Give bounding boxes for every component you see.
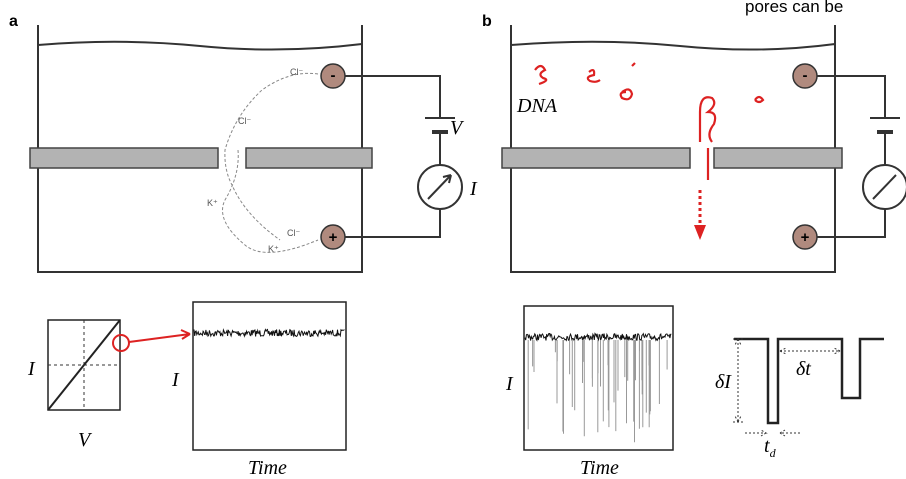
panel-label: a (9, 13, 18, 30)
electrode-sign: + (801, 229, 810, 246)
event-schematic (734, 339, 884, 423)
ion: Cl⁻ (238, 116, 251, 126)
dwell-label: td (764, 435, 777, 460)
trace-y-label: I (171, 369, 180, 391)
current-label: I (469, 178, 478, 200)
header-fragment: pores can be (745, 0, 843, 16)
ion: Cl⁻ (287, 228, 300, 238)
trace-y-label: I (505, 373, 514, 395)
iv-x-label: V (78, 429, 93, 451)
membrane (502, 148, 690, 168)
electrode-sign: - (331, 67, 336, 84)
membrane (246, 148, 372, 168)
membrane (30, 148, 218, 168)
dwell-arrows (745, 430, 800, 436)
membrane (714, 148, 842, 168)
depth-label: δI (715, 371, 732, 393)
trace-x-label: Time (580, 457, 619, 479)
ion: K⁺ (268, 244, 279, 254)
molecule-label: DNA (516, 95, 558, 117)
ion: K⁺ (207, 198, 218, 208)
interval-label: δt (796, 358, 811, 380)
trace-plot (193, 302, 346, 450)
iv-y-label: I (27, 358, 36, 380)
ion: Cl⁻ (290, 67, 303, 77)
electrode-sign: - (803, 67, 808, 84)
panel-label: b (482, 13, 492, 30)
voltage-label: V (450, 117, 465, 139)
electrode-sign: + (329, 229, 338, 246)
interval-arrow (780, 348, 840, 354)
dna-arrow (694, 225, 706, 240)
arrow (129, 330, 190, 342)
depth-arrow (733, 339, 745, 422)
trace-x-label: Time (248, 457, 287, 479)
figure: pores can be a - + V I Cl⁻ Cl⁻ K⁺ K⁺ Cl⁻… (0, 0, 906, 479)
